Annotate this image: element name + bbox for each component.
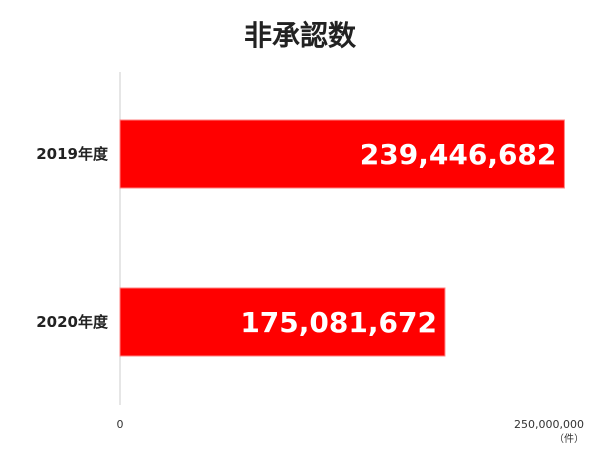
bars-layer: 2019年度 239,446,682 2020年度 175,081,672: [36, 119, 565, 357]
category-label-2: 2020年度: [36, 313, 109, 331]
x-tick-label-max: 250,000,000: [514, 418, 584, 431]
category-label-1: 2019年度: [36, 145, 109, 163]
unit-label: （件）: [554, 433, 584, 445]
value-label-1: 239,446,682: [360, 138, 557, 171]
bar-1: [119, 119, 565, 189]
x-tick-label-min: 0: [117, 418, 124, 431]
bar-2: [119, 287, 446, 357]
value-label-2: 175,081,672: [240, 306, 437, 339]
chart-title: 非承認数: [244, 19, 357, 52]
